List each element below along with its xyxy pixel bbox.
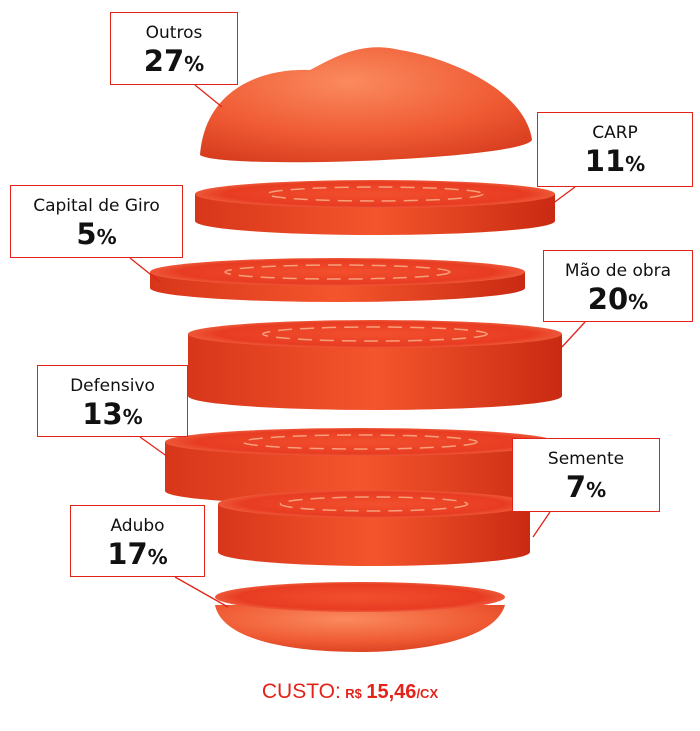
slice-side [165, 442, 555, 505]
slice-side [188, 334, 562, 410]
leader-line [174, 576, 229, 608]
footer-amount: 15,46 [366, 681, 417, 703]
slice-top [215, 582, 505, 612]
leader-line [532, 511, 551, 538]
callout-value: 7 [565, 470, 587, 504]
slice-top [165, 428, 555, 456]
callout-unit: % [184, 52, 205, 76]
tomato-top [200, 47, 532, 163]
tomato-bottom [215, 605, 505, 652]
callout-label: Capital de Giro [33, 196, 160, 216]
footer-per: /CX [416, 686, 439, 701]
footer: CUSTO: R$ 15,46/CX [0, 680, 700, 704]
callout-unit: % [147, 545, 168, 569]
callout-unit: % [625, 152, 646, 176]
slice-top [188, 320, 562, 348]
leader-line [194, 84, 223, 108]
callout-value: 17 [107, 537, 148, 571]
slice-top [195, 180, 555, 208]
leader-line [547, 186, 576, 208]
slice-top [218, 490, 530, 518]
callout-label: Adubo [110, 516, 165, 536]
slice-side [218, 504, 530, 566]
callout-label: Outros [145, 23, 203, 43]
callout-unit: % [122, 405, 143, 429]
callout: Mão de obra 20% [543, 250, 693, 322]
footer-label: CUSTO: [261, 680, 341, 703]
callout-label: Defensivo [70, 376, 155, 396]
callout: Semente 7% [512, 438, 660, 512]
callout-value: 5 [76, 217, 97, 251]
slice-top [150, 258, 525, 286]
slice-seeds [224, 264, 451, 280]
slice-seeds [262, 326, 488, 342]
callout: Adubo 17% [70, 505, 205, 577]
slice-seeds [242, 434, 478, 450]
callout-unit: % [628, 290, 649, 314]
callout-value: 11 [584, 144, 626, 178]
leader-line [139, 436, 169, 458]
callout: CARP 11% [537, 112, 693, 187]
callout-unit: % [96, 225, 117, 249]
callout-value: 13 [82, 397, 123, 431]
callout-label: Semente [547, 449, 625, 469]
callout-value: 27 [143, 44, 185, 78]
leader-line [561, 321, 586, 348]
callout-value: 20 [587, 282, 629, 316]
callout-unit: % [586, 478, 607, 502]
callout: Outros 27% [110, 12, 238, 85]
slice-seeds [279, 496, 469, 512]
footer-currency: R$ [345, 686, 362, 701]
slice-seeds [266, 186, 484, 202]
callout-label: Mão de obra [564, 261, 672, 281]
leader-line [129, 257, 161, 283]
callout-label: CARP [592, 123, 638, 143]
callout: Defensivo 13% [37, 365, 188, 437]
callout: Capital de Giro 5% [10, 185, 183, 258]
